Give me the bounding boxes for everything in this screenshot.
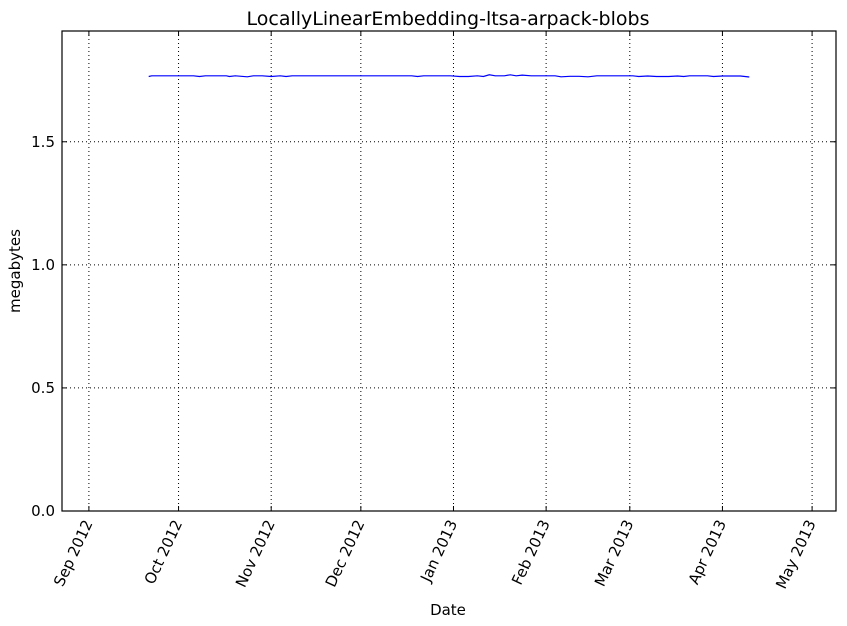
ticks bbox=[62, 31, 836, 512]
x-tick-label: May 2013 bbox=[772, 517, 820, 592]
x-tick-label: Nov 2012 bbox=[232, 517, 279, 590]
y-tick-label: 0.0 bbox=[31, 502, 55, 520]
tick-labels: Sep 2012 Oct 2012 Nov 2012 Dec 2012 Jan 2013… bbox=[31, 133, 820, 592]
series-line bbox=[148, 74, 750, 78]
series-layer bbox=[148, 74, 750, 78]
x-axis-label: Date bbox=[430, 601, 466, 619]
x-tick-label: Sep 2012 bbox=[50, 517, 96, 589]
x-tick-label: Jan 2013 bbox=[416, 517, 461, 585]
x-tick-label: Apr 2013 bbox=[685, 517, 730, 587]
chart-title: LocallyLinearEmbedding-ltsa-arpack-blobs bbox=[247, 8, 650, 30]
y-axis-label: megabytes bbox=[6, 229, 24, 313]
y-tick-label: 1.0 bbox=[31, 256, 55, 274]
x-tick-label: Dec 2012 bbox=[322, 517, 369, 590]
plot-frame bbox=[61, 30, 837, 512]
y-tick-label: 0.5 bbox=[31, 379, 55, 397]
x-tick-label: Feb 2013 bbox=[508, 517, 554, 588]
x-tick-label: Oct 2012 bbox=[141, 517, 186, 587]
grid bbox=[62, 31, 836, 511]
y-tick-label: 1.5 bbox=[31, 133, 55, 151]
x-tick-label: Mar 2013 bbox=[591, 517, 637, 589]
